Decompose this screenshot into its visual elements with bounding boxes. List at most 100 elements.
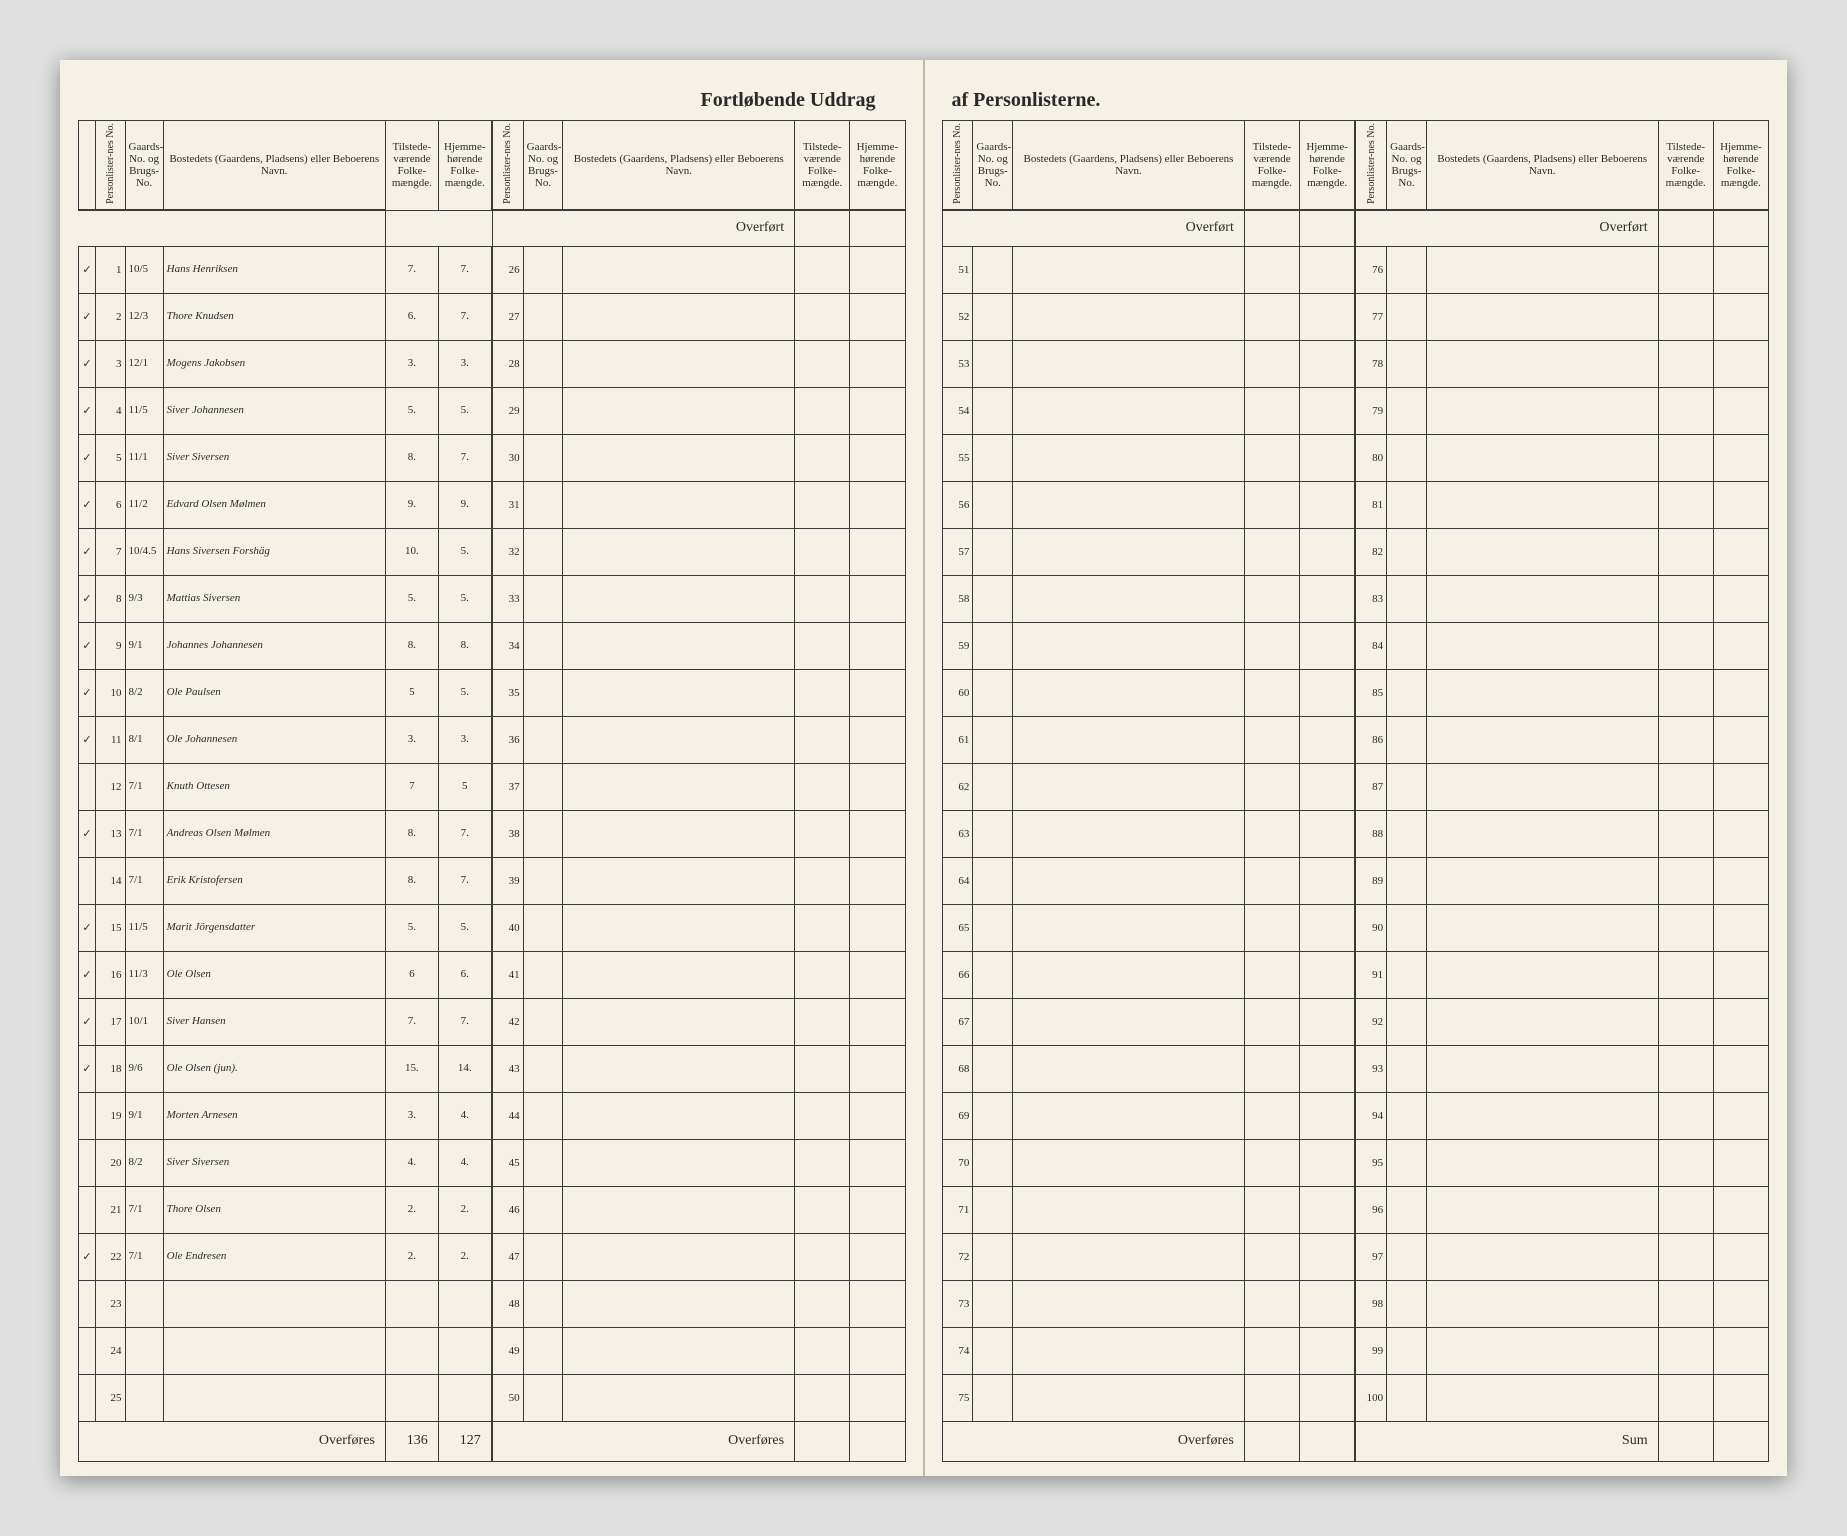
tilstede-count: 3. xyxy=(385,340,438,387)
tilstede-count xyxy=(1658,1233,1713,1280)
row-number: 74 xyxy=(942,1327,973,1374)
page-title-left: Fortløbende Uddrag xyxy=(78,80,906,120)
tilstede-count xyxy=(795,857,850,904)
row-number: 26 xyxy=(492,246,523,293)
overfort-row xyxy=(79,210,492,246)
row-check: ✓ xyxy=(79,528,96,575)
overfores-row: Overføres xyxy=(942,1421,1355,1461)
row-number: 57 xyxy=(942,528,973,575)
row-number: 52 xyxy=(942,293,973,340)
tilstede-count: 6. xyxy=(385,293,438,340)
tilstede-count xyxy=(1244,857,1299,904)
gaards-no: 11/3 xyxy=(125,951,163,998)
gaards-no xyxy=(523,810,563,857)
gaards-no xyxy=(973,1186,1013,1233)
gaards-no xyxy=(1387,575,1427,622)
bosted-name xyxy=(1013,1280,1245,1327)
tilstede-count xyxy=(1244,246,1299,293)
bosted-name: Ole Endresen xyxy=(163,1233,385,1280)
bosted-name xyxy=(563,340,795,387)
hjemme-count: 9. xyxy=(438,481,491,528)
gaards-no xyxy=(1387,387,1427,434)
tilstede-count xyxy=(1244,1327,1299,1374)
hjemme-count: 7. xyxy=(438,810,491,857)
bosted-name xyxy=(1426,716,1658,763)
bosted-name xyxy=(563,810,795,857)
gaards-no xyxy=(973,857,1013,904)
hjemme-count xyxy=(850,575,905,622)
header-tilstede: Tilstede-værende Folke-mængde. xyxy=(1658,121,1713,211)
row-number: 81 xyxy=(1356,481,1387,528)
row-number: 41 xyxy=(492,951,523,998)
gaards-no: 9/1 xyxy=(125,622,163,669)
bosted-name xyxy=(1013,951,1245,998)
tilstede-count xyxy=(1658,434,1713,481)
table-row: 74 xyxy=(942,1327,1355,1374)
bosted-name xyxy=(1013,481,1245,528)
bosted-name xyxy=(1013,1327,1245,1374)
tilstede-count xyxy=(1244,1233,1299,1280)
tilstede-count: 8. xyxy=(385,810,438,857)
tilstede-count xyxy=(795,528,850,575)
table-row: 29 xyxy=(492,387,905,434)
row-number: 46 xyxy=(492,1186,523,1233)
tilstede-count xyxy=(1658,857,1713,904)
gaards-no xyxy=(1387,810,1427,857)
gaards-no xyxy=(523,951,563,998)
table-row: 90 xyxy=(1356,904,1769,951)
row-number: 55 xyxy=(942,434,973,481)
gaards-no xyxy=(973,434,1013,481)
row-number: 54 xyxy=(942,387,973,434)
tilstede-count xyxy=(795,434,850,481)
header-personlister: Personlister-nes No. xyxy=(1356,121,1387,211)
tilstede-count xyxy=(1244,1186,1299,1233)
row-number: 72 xyxy=(942,1233,973,1280)
hjemme-count: 5. xyxy=(438,669,491,716)
row-number: 59 xyxy=(942,622,973,669)
tilstede-count xyxy=(1244,1092,1299,1139)
row-number: 63 xyxy=(942,810,973,857)
table-row: 62 xyxy=(942,763,1355,810)
row-number: 5 xyxy=(95,434,125,481)
tilstede-count: 2. xyxy=(385,1233,438,1280)
tilstede-count xyxy=(1658,763,1713,810)
gaards-no xyxy=(523,434,563,481)
hjemme-count xyxy=(850,434,905,481)
table-row: 68 xyxy=(942,1045,1355,1092)
bosted-name xyxy=(1013,810,1245,857)
tilstede-count xyxy=(1658,1280,1713,1327)
tilstede-count xyxy=(1244,998,1299,1045)
table-row: 69 xyxy=(942,1092,1355,1139)
gaards-no xyxy=(523,1045,563,1092)
bosted-name: Edvard Olsen Mølmen xyxy=(163,481,385,528)
row-number: 9 xyxy=(95,622,125,669)
table-row: 147/1Erik Kristofersen8.7. xyxy=(79,857,492,904)
tilstede-count: 3. xyxy=(385,1092,438,1139)
tilstede-count xyxy=(1244,528,1299,575)
gaards-no xyxy=(973,1374,1013,1421)
tilstede-count xyxy=(795,998,850,1045)
header-row: Personlister-nes No. Gaards-No. og Brugs… xyxy=(942,121,1355,211)
row-number: 28 xyxy=(492,340,523,387)
gaards-no xyxy=(1387,1186,1427,1233)
tilstede-count xyxy=(795,1045,850,1092)
gaards-no xyxy=(523,246,563,293)
header-gaards: Gaards-No. og Brugs-No. xyxy=(523,121,563,211)
table-row: 38 xyxy=(492,810,905,857)
table-row: 76 xyxy=(1356,246,1769,293)
row-number: 40 xyxy=(492,904,523,951)
header-hjemme: Hjemme-hørende Folke-mængde. xyxy=(850,121,905,211)
table-row: 36 xyxy=(492,716,905,763)
table-row: 50 xyxy=(492,1374,905,1421)
table-row: 82 xyxy=(1356,528,1769,575)
row-number: 18 xyxy=(95,1045,125,1092)
row-number: 15 xyxy=(95,904,125,951)
row-number: 100 xyxy=(1356,1374,1387,1421)
hjemme-count xyxy=(1713,1374,1768,1421)
table-row: 60 xyxy=(942,669,1355,716)
row-number: 8 xyxy=(95,575,125,622)
tilstede-count xyxy=(1244,387,1299,434)
bosted-name xyxy=(1426,810,1658,857)
gaards-no xyxy=(973,1045,1013,1092)
tilstede-count xyxy=(1658,481,1713,528)
